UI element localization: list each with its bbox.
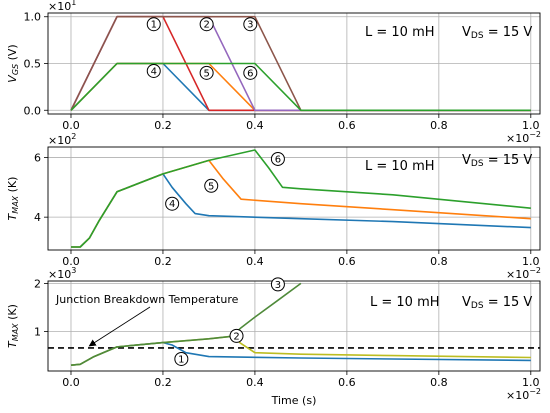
series-line-0 [70, 62, 531, 112]
x-tick-label: 0.8 [430, 119, 448, 132]
y-tick-label: 1 [34, 326, 41, 339]
marker-label: 2 [203, 20, 209, 31]
series-group [70, 15, 531, 112]
series-line-5 [70, 62, 531, 112]
marker-1: 1 [174, 351, 189, 366]
axes-frame [47, 280, 541, 372]
marker-label: 1 [178, 354, 184, 365]
inductance-annotation: L = 10 mH [365, 25, 435, 40]
y-tick-label: 4 [34, 211, 41, 224]
marker-label: 4 [169, 199, 175, 210]
marker-circle [165, 196, 180, 211]
marker-3: 3 [270, 277, 285, 292]
x-tick-label: 0.2 [154, 119, 172, 132]
marker-label: 6 [275, 154, 281, 165]
y-exponent-label: ×102 [48, 132, 76, 147]
marker-circle [204, 178, 219, 193]
marker-circle [243, 17, 258, 32]
marker-2: 2 [229, 328, 244, 343]
panel-vgs: 0.0 0.2 0.4 0.6 0.8 1.0 0.0 0.5 1.0 ×101 ×10−2 VGS … [6, 0, 541, 145]
x-tick-label: 1.0 [522, 119, 540, 132]
series-line-1 [70, 335, 531, 366]
y-exponent-label: ×103 [48, 266, 76, 281]
marker-circle [199, 65, 214, 80]
y-axis-label: VGS (V) [6, 44, 20, 82]
x-tick-label: 0.4 [246, 119, 264, 132]
axes-frame [47, 146, 541, 251]
panel-tmax-mid: 0.0 0.2 0.4 0.6 0.8 1.0 4 6 ×102 ×10−2 TMAX (K) L =… [6, 132, 541, 281]
marker-label: 6 [247, 68, 253, 79]
series-line-1 [70, 62, 531, 112]
x-tick-label: 0.6 [338, 255, 356, 268]
marker-circle [270, 151, 285, 166]
marker-6: 6 [243, 65, 258, 80]
marker-5: 5 [199, 65, 214, 80]
x-tick-label: 1.0 [522, 376, 540, 389]
x-exponent-label: ×10−2 [506, 387, 541, 402]
y-tick-label: 1.0 [24, 11, 42, 24]
breakdown-annotation: Junction Breakdown Temperature [55, 293, 239, 306]
series-line-0 [71, 173, 531, 248]
x-tick-label: 0.2 [154, 376, 172, 389]
panel-tmax-bottom: 0.0 0.2 0.4 0.6 0.8 1.0 1 2 ×103 ×10−2 TMAX (K) Tim… [6, 266, 541, 407]
marker-circle [146, 63, 161, 78]
vds-annotation: VDS = 15 V [462, 153, 532, 169]
x-tick-label: 0.8 [430, 255, 448, 268]
breakdown-arrow [88, 306, 151, 347]
marker-1: 1 [146, 17, 161, 32]
marker-label: 3 [247, 20, 253, 31]
x-tick-label: 0.0 [62, 255, 80, 268]
marker-label: 5 [203, 68, 209, 79]
x-tick-label: 0.2 [154, 255, 172, 268]
marker-label: 1 [151, 20, 157, 31]
inductance-annotation: L = 10 mH [365, 159, 435, 174]
series-line-2 [70, 282, 302, 366]
marker-3: 3 [243, 17, 258, 32]
marker-6: 6 [270, 151, 285, 166]
marker-circle [229, 328, 244, 343]
inductance-annotation: L = 10 mH [370, 295, 440, 310]
series-line-1 [71, 159, 531, 248]
x-exponent-label: ×10−2 [506, 130, 541, 145]
y-axis-label: TMAX (K) [6, 304, 20, 348]
marker-label: 5 [208, 181, 214, 192]
marker-circle [146, 17, 161, 32]
series-line-2 [71, 149, 531, 248]
marker-4: 4 [165, 196, 180, 211]
x-axis-label: Time (s) [271, 394, 317, 407]
marker-circle [174, 351, 189, 366]
vds-annotation: VDS = 15 V [462, 295, 532, 311]
y-tick-label: 6 [34, 151, 41, 164]
x-exponent-label: ×10−2 [506, 266, 541, 281]
x-tick-label: 0.4 [246, 255, 264, 268]
marker-5: 5 [204, 178, 219, 193]
x-tick-label: 0.8 [430, 376, 448, 389]
x-tick-label: 0.0 [62, 119, 80, 132]
y-tick-label: 2 [34, 277, 41, 290]
vds-annotation: VDS = 15 V [462, 25, 532, 41]
x-tick-label: 0.6 [338, 119, 356, 132]
y-axis-label: TMAX (K) [6, 177, 20, 221]
series-group [71, 149, 531, 248]
x-tick-label: 1.0 [522, 255, 540, 268]
marker-2: 2 [199, 17, 214, 32]
y-tick-label: 0.5 [24, 58, 42, 71]
y-exponent-label: ×101 [48, 0, 76, 13]
marker-label: 3 [275, 280, 281, 291]
x-tick-label: 0.0 [62, 376, 80, 389]
marker-4: 4 [146, 63, 161, 78]
marker-circle [243, 65, 258, 80]
y-tick-label: 0.0 [24, 104, 42, 117]
marker-label: 2 [233, 331, 239, 342]
x-tick-label: 0.4 [246, 376, 264, 389]
series-group [70, 282, 531, 366]
marker-label: 4 [151, 66, 157, 77]
marker-circle [270, 277, 285, 292]
x-tick-label: 0.6 [338, 376, 356, 389]
marker-circle [199, 17, 214, 32]
